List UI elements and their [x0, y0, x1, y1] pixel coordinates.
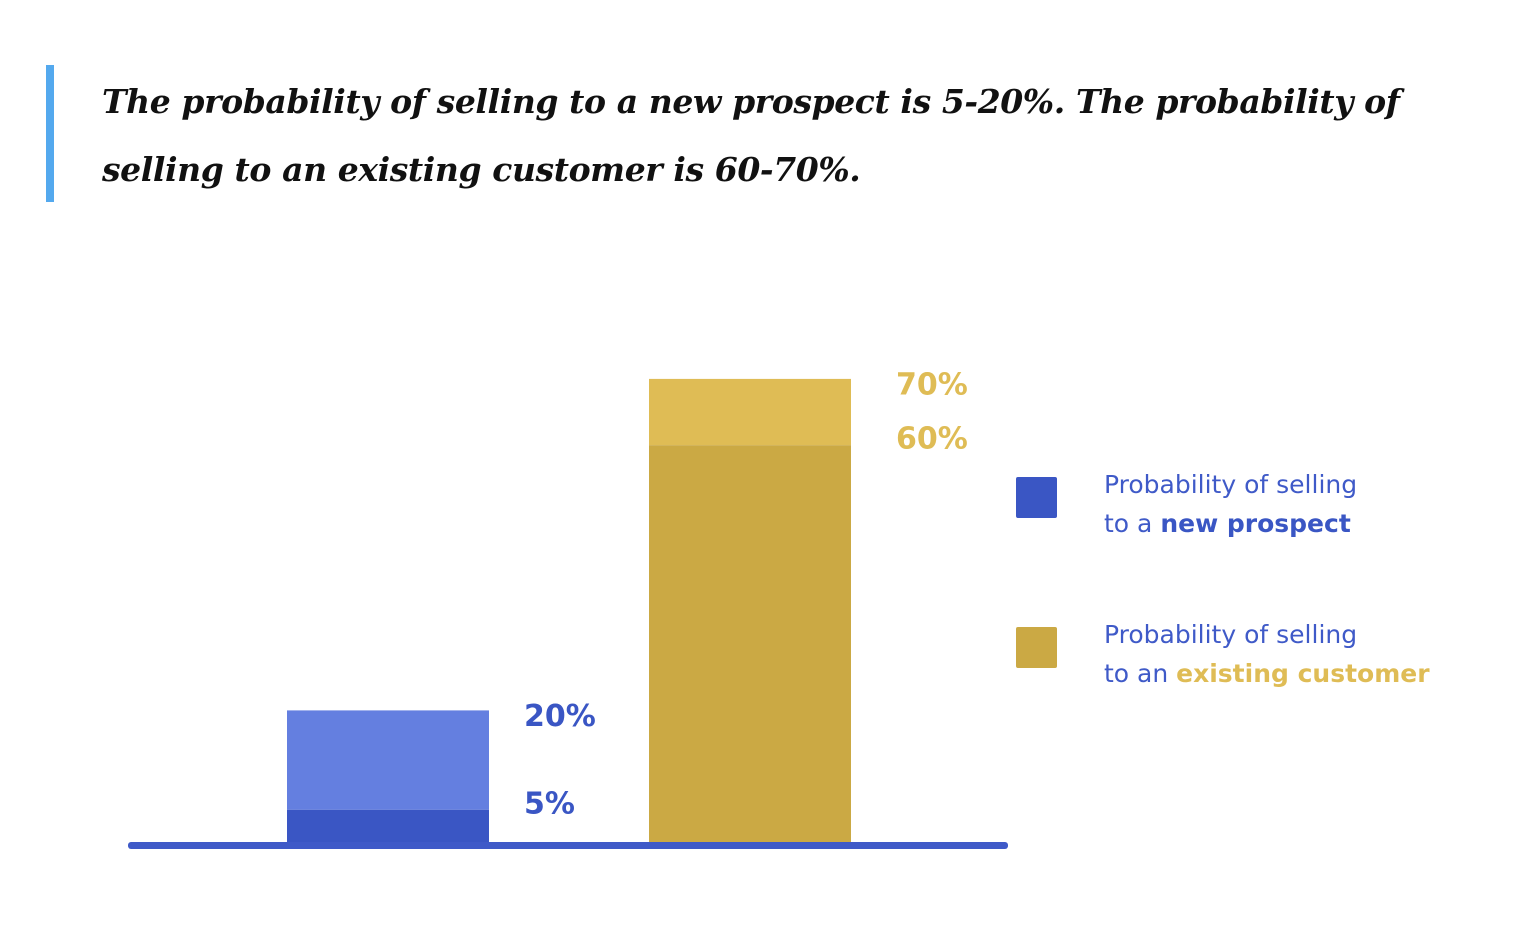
data-label-existing-customer-high: 70% — [896, 367, 968, 402]
legend-line1: Probability of selling — [1104, 620, 1358, 649]
bar-existing-customer-range — [649, 378, 851, 446]
legend-line2-emphasis: existing customer — [1176, 659, 1430, 688]
legend-item-new-prospect: Probability of selling to a new prospect — [1016, 470, 1357, 543]
legend-swatch-existing-customer — [1016, 627, 1057, 668]
data-label-new-prospect-low: 5% — [524, 786, 575, 821]
legend-label-existing-customer: Probability of selling to an existing cu… — [1104, 615, 1430, 693]
data-label-new-prospect-high: 20% — [524, 699, 596, 734]
data-label-existing-customer-low: 60% — [896, 422, 968, 457]
legend-item-existing-customer: Probability of selling to an existing cu… — [1016, 620, 1430, 693]
legend-line2-emphasis: new prospect — [1160, 509, 1351, 538]
quote-text: The probability of selling to a new pros… — [102, 82, 1400, 189]
bar-new-prospect-range — [287, 710, 489, 810]
bar-new-prospect-base — [287, 809, 489, 843]
legend-line2: to a new prospect — [1104, 504, 1357, 543]
legend-label-new-prospect: Probability of selling to a new prospect — [1104, 465, 1357, 543]
legend-line2-prefix: to a — [1104, 509, 1161, 538]
legend-line1: Probability of selling — [1104, 470, 1358, 499]
quote-accent-bar — [46, 65, 54, 202]
legend-line2-prefix: to an — [1104, 659, 1177, 688]
legend-swatch-new-prospect — [1016, 477, 1057, 518]
bar-existing-customer-base — [649, 445, 851, 843]
legend-line2: to an existing customer — [1104, 654, 1430, 693]
baseline-axis — [128, 842, 1008, 849]
